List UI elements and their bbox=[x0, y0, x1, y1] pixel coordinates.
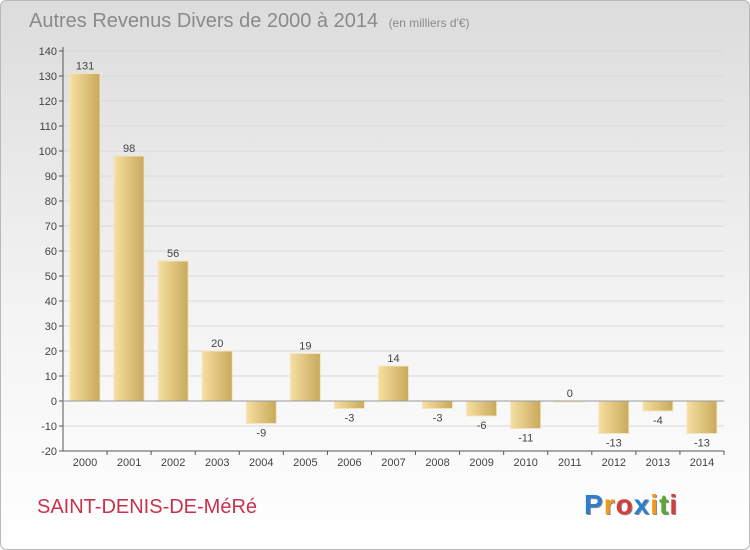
x-tick-label: 2005 bbox=[293, 457, 317, 469]
bar-2003 bbox=[201, 350, 233, 402]
bar-2001 bbox=[113, 155, 145, 402]
value-label-2004: -9 bbox=[256, 428, 266, 440]
y-tick-label: -20 bbox=[41, 446, 57, 458]
logo-letter: t bbox=[659, 489, 670, 520]
y-tick-label: 140 bbox=[39, 46, 57, 58]
value-label-2011: 0 bbox=[567, 388, 573, 400]
axes: -20-100102030405060708090100110120130140… bbox=[39, 46, 725, 469]
bar-2013 bbox=[642, 400, 674, 412]
chart-title-main: Autres Revenus Divers de 2000 à 2014 bbox=[29, 10, 379, 32]
x-tick-label: 2012 bbox=[602, 457, 626, 469]
y-tick-label: 110 bbox=[39, 121, 57, 133]
x-tick-label: 2000 bbox=[73, 457, 97, 469]
y-tick-label: 90 bbox=[45, 171, 57, 183]
y-tick-label: -10 bbox=[41, 421, 57, 433]
bar-2002 bbox=[157, 260, 189, 402]
y-tick-label: 40 bbox=[45, 296, 57, 308]
bar-2012 bbox=[598, 400, 630, 434]
y-tick-label: 70 bbox=[45, 221, 57, 233]
x-tick-label: 2013 bbox=[646, 457, 670, 469]
chart-title-unit: (en milliers d'€) bbox=[388, 16, 470, 30]
value-label-2005: 19 bbox=[299, 341, 311, 353]
value-label-2006: -3 bbox=[345, 413, 355, 425]
y-tick-label: 80 bbox=[45, 196, 57, 208]
logo-letter: P bbox=[584, 489, 604, 520]
bar-2010 bbox=[510, 400, 542, 429]
x-tick-label: 2009 bbox=[469, 457, 493, 469]
value-label-2003: 20 bbox=[211, 338, 223, 350]
bar-2006 bbox=[333, 400, 365, 409]
x-tick-label: 2002 bbox=[161, 457, 185, 469]
bar-2005 bbox=[289, 353, 321, 402]
chart-title: Autres Revenus Divers de 2000 à 2014 (en… bbox=[29, 10, 470, 33]
data-labels: 131 98 56 20 -9 19 -3 14 -3 -6 -11 0 -13 -4 -13 bbox=[76, 61, 710, 450]
logo-letter: i bbox=[669, 489, 679, 520]
x-tick-label: 2014 bbox=[690, 457, 714, 469]
y-tick-label: 120 bbox=[39, 96, 57, 108]
y-tick-label: 10 bbox=[45, 371, 57, 383]
logo-letter: x bbox=[633, 489, 651, 520]
value-label-2014: -13 bbox=[694, 438, 710, 450]
x-tick-label: 2006 bbox=[337, 457, 361, 469]
value-label-2012: -13 bbox=[606, 438, 622, 450]
x-tick-label: 2010 bbox=[513, 457, 537, 469]
x-tick-label: 2004 bbox=[249, 457, 273, 469]
y-tick-label: 30 bbox=[45, 321, 57, 333]
y-tick-label: 20 bbox=[45, 346, 57, 358]
y-tick-label: 100 bbox=[39, 146, 57, 158]
y-tick-label: 0 bbox=[51, 396, 57, 408]
commune-name: SAINT-DENIS-DE-MéRé bbox=[37, 496, 258, 518]
proxiti-logo[interactable]: Proxiti bbox=[584, 489, 678, 521]
value-label-2013: -4 bbox=[653, 415, 663, 427]
y-tick-label: 60 bbox=[45, 246, 57, 258]
logo-letter: o bbox=[615, 489, 634, 520]
value-label-2010: -11 bbox=[518, 433, 533, 445]
x-tick-label: 2003 bbox=[205, 457, 229, 469]
logo-letter: i bbox=[650, 489, 660, 520]
x-tick-label: 2011 bbox=[558, 457, 582, 469]
bars bbox=[69, 73, 718, 434]
value-label-2000: 131 bbox=[76, 61, 94, 73]
x-tick-label: 2008 bbox=[425, 457, 449, 469]
logo-letter: r bbox=[603, 489, 616, 520]
bar-2004 bbox=[245, 400, 277, 424]
value-label-2007: 14 bbox=[387, 353, 399, 365]
x-tick-label: 2007 bbox=[381, 457, 405, 469]
y-tick-label: 50 bbox=[45, 271, 57, 283]
bar-2008 bbox=[422, 400, 454, 409]
bar-2007 bbox=[378, 365, 409, 402]
x-tick-label: 2001 bbox=[117, 457, 141, 469]
bar-2000 bbox=[69, 73, 101, 402]
value-label-2001: 98 bbox=[123, 143, 135, 155]
bar-2009 bbox=[466, 400, 498, 417]
value-label-2002: 56 bbox=[167, 248, 179, 260]
y-tick-label: 130 bbox=[39, 71, 57, 83]
value-label-2008: -3 bbox=[433, 413, 443, 425]
value-label-2009: -6 bbox=[477, 420, 487, 432]
bar-2014 bbox=[686, 400, 718, 434]
